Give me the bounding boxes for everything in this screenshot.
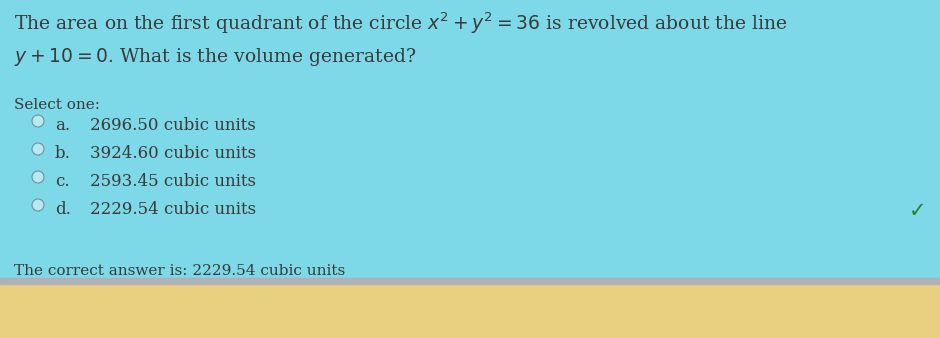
Text: b.: b. — [55, 145, 70, 162]
Text: 2593.45 cubic units: 2593.45 cubic units — [90, 173, 256, 190]
Text: d.: d. — [55, 201, 70, 218]
Text: $y + 10 = 0$. What is the volume generated?: $y + 10 = 0$. What is the volume generat… — [14, 46, 416, 68]
Bar — [0, 284, 940, 338]
Circle shape — [32, 143, 44, 155]
Text: Select one:: Select one: — [14, 98, 100, 112]
Text: 2696.50 cubic units: 2696.50 cubic units — [90, 117, 256, 134]
Text: 2229.54 cubic units: 2229.54 cubic units — [90, 201, 256, 218]
Circle shape — [32, 199, 44, 211]
Bar — [0, 278, 940, 284]
Circle shape — [32, 171, 44, 183]
Text: a.: a. — [55, 117, 70, 134]
Text: The correct answer is: 2229.54 cubic units: The correct answer is: 2229.54 cubic uni… — [14, 264, 345, 278]
Text: 3924.60 cubic units: 3924.60 cubic units — [90, 145, 256, 162]
Text: ✓: ✓ — [908, 201, 926, 221]
Text: The area on the first quadrant of the circle $x^2 + y^2 = 36$ is revolved about : The area on the first quadrant of the ci… — [14, 10, 788, 35]
Text: c.: c. — [55, 173, 70, 190]
Circle shape — [32, 115, 44, 127]
